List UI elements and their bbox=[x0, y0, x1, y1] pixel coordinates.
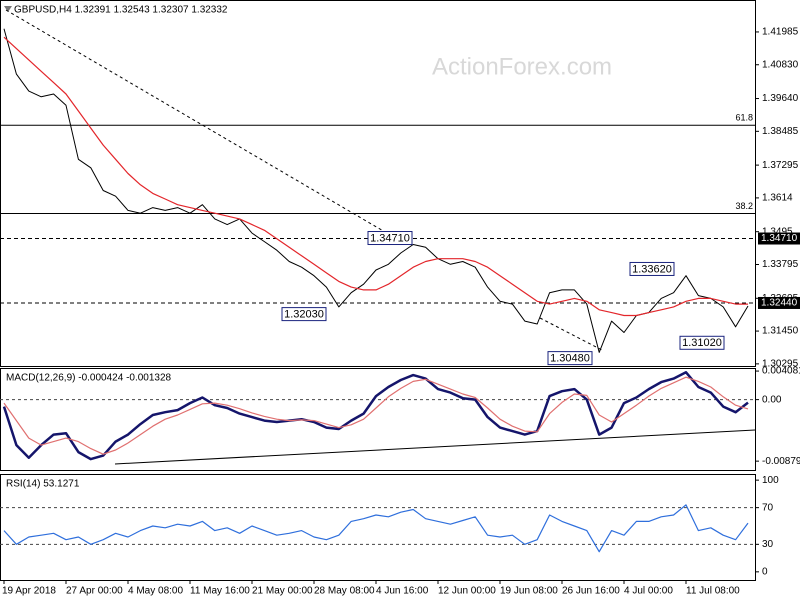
menu-icon bbox=[4, 6, 12, 12]
x-tick-label: 12 Jun 00:00 bbox=[438, 586, 496, 597]
annotation-box bbox=[679, 335, 725, 350]
price-box-label: 1.32440 bbox=[761, 298, 798, 309]
y-tick-label: 1.31450 bbox=[762, 326, 799, 337]
panel-title: GBPUSD,H4 1.32391 1.32543 1.32307 1.3233… bbox=[14, 5, 228, 16]
y-tick-label: 0 bbox=[762, 566, 768, 577]
y-tick-label: 100 bbox=[762, 475, 779, 486]
x-tick-label: 4 Jun 16:00 bbox=[376, 586, 429, 597]
panel-frame bbox=[0, 474, 756, 581]
x-tick-label: 26 Jun 16:00 bbox=[562, 586, 620, 597]
fib-label: 38.2 bbox=[735, 201, 753, 211]
series-line bbox=[3, 504, 749, 553]
y-tick-label: 1.3495 bbox=[762, 226, 793, 237]
y-tick-label: -0.008794 bbox=[762, 456, 800, 467]
series-line bbox=[3, 376, 749, 455]
price-box-label: 1.34710 bbox=[761, 233, 798, 244]
y-tick-label: 1.39640 bbox=[762, 93, 799, 104]
annotation-box bbox=[281, 307, 327, 322]
y-tick-label: 1.30295 bbox=[762, 359, 799, 370]
y-tick-label: 1.3614 bbox=[762, 193, 793, 204]
watermark: ActionForex.com bbox=[432, 53, 612, 80]
x-tick-label: 4 May 08:00 bbox=[128, 586, 183, 597]
y-tick-label: 0.004081 bbox=[762, 366, 800, 377]
y-tick-label: 30 bbox=[762, 539, 774, 550]
annotation-box bbox=[367, 231, 413, 246]
series-line bbox=[3, 28, 749, 353]
annotation-box bbox=[629, 261, 675, 276]
x-tick-label: 19 Apr 2018 bbox=[2, 586, 56, 597]
y-tick-label: 70 bbox=[762, 502, 774, 513]
trend-line bbox=[5, 9, 386, 233]
x-tick-label: 28 May 08:00 bbox=[314, 586, 375, 597]
series-line bbox=[3, 36, 748, 317]
price-box bbox=[758, 296, 800, 309]
x-tick-label: 4 Jul 00:00 bbox=[624, 586, 673, 597]
x-tick-label: 27 Apr 00:00 bbox=[66, 586, 123, 597]
annotation-label: 1.30480 bbox=[550, 353, 590, 365]
y-tick-label: 1.38485 bbox=[762, 126, 799, 137]
panel-title: RSI(14) 53.1271 bbox=[6, 479, 80, 490]
panel-frame bbox=[0, 0, 756, 367]
x-tick-label: 11 May 16:00 bbox=[190, 586, 250, 597]
annotation-label: 1.34710 bbox=[370, 232, 410, 244]
y-tick-label: 1.41985 bbox=[762, 27, 799, 38]
macd-trend-line bbox=[114, 429, 756, 465]
series-line bbox=[2, 371, 749, 461]
annotation-box bbox=[547, 351, 593, 366]
annotation-label: 1.32030 bbox=[284, 309, 324, 321]
y-tick-label: 0.00 bbox=[762, 394, 782, 405]
y-tick-label: 1.33795 bbox=[762, 259, 799, 270]
x-tick-label: 19 Jun 08:00 bbox=[500, 586, 558, 597]
panel-frame bbox=[0, 368, 756, 471]
fib-label: 61.8 bbox=[735, 113, 753, 123]
panel-title: MACD(12,26,9) -0.000424 -0.001328 bbox=[6, 373, 172, 384]
annotation-label: 1.33620 bbox=[632, 263, 672, 275]
y-tick-label: 1.40830 bbox=[762, 59, 799, 70]
x-tick-label: 21 May 00:00 bbox=[252, 586, 313, 597]
price-box bbox=[758, 232, 800, 245]
y-tick-label: 1.37295 bbox=[762, 160, 799, 171]
annotation-label: 1.31020 bbox=[682, 337, 722, 349]
x-tick-label: 11 Jul 08:00 bbox=[686, 586, 740, 597]
